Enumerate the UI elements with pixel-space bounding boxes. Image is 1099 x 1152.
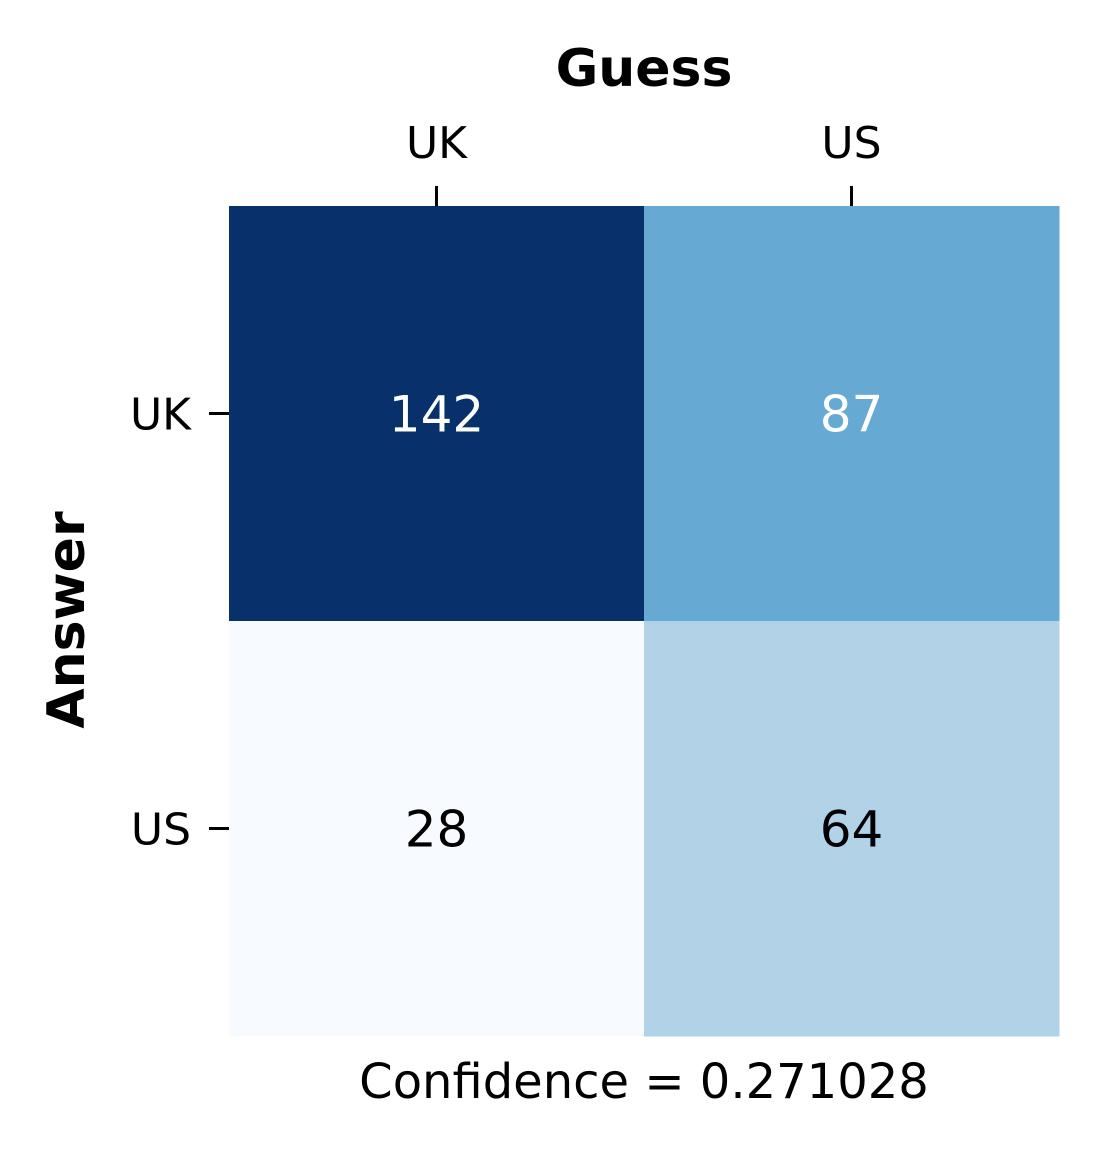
x-tick-label-uk: UK bbox=[406, 118, 468, 169]
y-axis-title: Answer bbox=[37, 511, 97, 729]
y-axis: UK US bbox=[130, 390, 229, 856]
x-tick-label-us: US bbox=[821, 118, 881, 169]
y-tick-label-us: US bbox=[131, 805, 191, 856]
heatmap-cell-uk-us bbox=[644, 206, 1060, 622]
heatmap-cell-us-uk bbox=[229, 621, 645, 1037]
x-axis: UK US bbox=[406, 118, 882, 206]
x-axis-title: Guess bbox=[556, 39, 733, 99]
confidence-caption: Confidence = 0.271028 bbox=[359, 1054, 929, 1110]
cell-value-us-us: 64 bbox=[820, 801, 884, 859]
heatmap-cell-labels: 142 87 28 64 bbox=[389, 386, 884, 859]
cell-value-uk-us: 87 bbox=[820, 386, 884, 444]
cell-value-uk-uk: 142 bbox=[389, 386, 484, 444]
heatmap-cell-us-us bbox=[644, 621, 1060, 1037]
heatmap-cells bbox=[229, 206, 1060, 1037]
y-tick-label-uk: UK bbox=[130, 390, 192, 441]
heatmap-cell-uk-uk bbox=[229, 206, 645, 622]
cell-value-us-uk: 28 bbox=[405, 801, 469, 859]
